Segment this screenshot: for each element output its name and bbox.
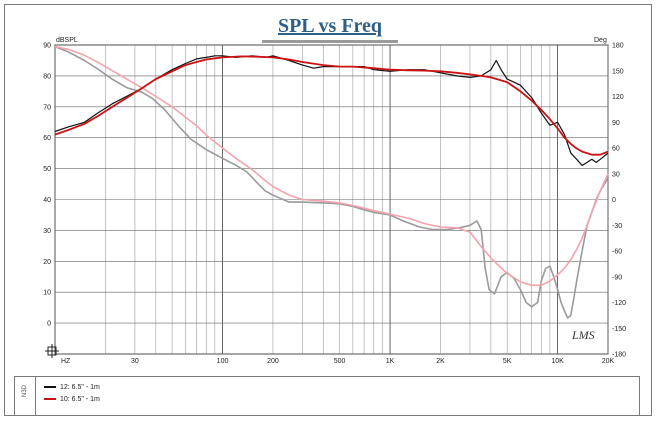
y-tick-label-right: -120 [612, 300, 626, 307]
y-tick-label-left: 20 [43, 259, 51, 266]
x-tick-label: 500 [334, 358, 346, 365]
legend-item-label: 12: 6.5" - 1m [60, 383, 100, 391]
legend-item-label: 10: 6.5" - 1m [60, 395, 100, 403]
legend-swatch [44, 386, 56, 388]
crosshair-cursor-icon[interactable] [45, 344, 59, 358]
legend-swatch [44, 398, 56, 400]
y-tick-label-left: 60 [43, 135, 51, 142]
y-tick-label-right: 120 [612, 94, 624, 101]
y-tick-label-right: 60 [612, 146, 620, 153]
x-tick-label: 200 [267, 358, 279, 365]
x-tick-label: 1K [386, 358, 395, 365]
y-tick-label-right: -60 [612, 249, 622, 256]
right-axis-label: Deg [594, 37, 607, 44]
x-tick-label: 5K [503, 358, 512, 365]
y-tick-label-right: 90 [612, 120, 620, 127]
legend-item[interactable]: 12: 6.5" - 1m [44, 382, 100, 392]
y-tick-label-right: 180 [612, 43, 624, 50]
y-tick-label-left: 40 [43, 197, 51, 204]
y-tick-label-left: 10 [43, 290, 51, 297]
series-line [54, 55, 609, 156]
chart-title-shadow [262, 40, 398, 43]
x-tick-label: 30 [131, 358, 139, 365]
grid-lines [54, 44, 609, 355]
series-line [54, 45, 609, 287]
series-line [54, 45, 609, 319]
x-tick-label: 100 [217, 358, 229, 365]
tick-labels: 90807060504030201001801501209060300-30-6… [43, 43, 626, 366]
y-tick-label-right: 30 [612, 171, 620, 178]
y-tick-label-right: -90 [612, 274, 622, 281]
legend-side-panel: N3D [14, 376, 36, 416]
left-axis-label: dBSPL [56, 37, 78, 44]
chart-title: SPL vs Freq [277, 15, 383, 37]
y-tick-label-right: 150 [612, 68, 624, 75]
y-tick-label-left: 30 [43, 228, 51, 235]
y-tick-label-right: -30 [612, 223, 622, 230]
series-layer [54, 45, 609, 319]
lms-annotation: LMS [572, 328, 595, 342]
x-tick-label: 10K [551, 358, 564, 365]
legend-item[interactable]: 10: 6.5" - 1m [44, 394, 100, 404]
y-tick-label-left: 70 [43, 104, 51, 111]
y-tick-label-right: -180 [612, 352, 626, 359]
x-tick-label: 20K [602, 358, 615, 365]
y-tick-label-right: 0 [612, 197, 616, 204]
y-tick-label-left: 80 [43, 73, 51, 80]
series-line [54, 55, 609, 167]
y-tick-label-left: 50 [43, 166, 51, 173]
y-tick-label-left: 90 [43, 43, 51, 50]
legend-side-label: N3D [22, 385, 28, 398]
y-tick-label-left: 0 [47, 321, 51, 328]
x-tick-label: HZ [61, 358, 71, 365]
legend [14, 376, 640, 416]
y-tick-label-right: -150 [612, 326, 626, 333]
x-tick-label: 2K [436, 358, 445, 365]
